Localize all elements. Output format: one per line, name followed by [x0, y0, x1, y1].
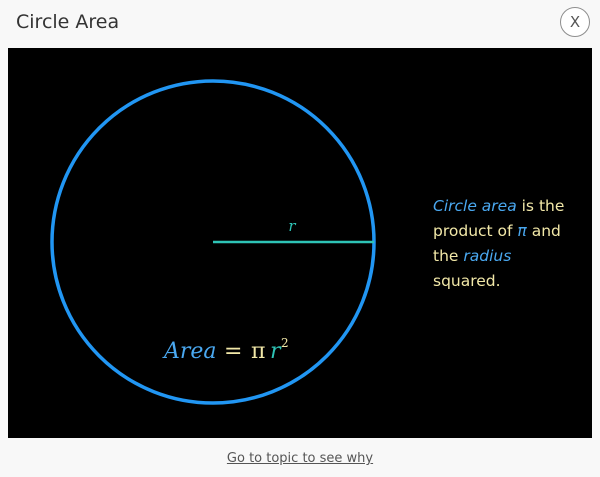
formula-area: Area: [162, 339, 217, 364]
dialog-title: Circle Area: [16, 11, 120, 33]
area-formula: Area = π r 2: [162, 336, 289, 364]
explanation-part2: and the: [433, 222, 561, 265]
diagram-canvas: r Area = π r 2 Circle area is the produc…: [8, 48, 592, 438]
formula-equals: =: [224, 339, 242, 364]
explanation-text: Circle area is the product of π and the …: [433, 194, 583, 294]
close-button[interactable]: X: [560, 7, 590, 37]
formula-pi: π: [251, 339, 265, 364]
explanation-radius: radius: [463, 247, 512, 265]
formula-exponent: 2: [281, 336, 289, 350]
go-to-topic-link[interactable]: Go to topic to see why: [226, 451, 374, 466]
explanation-part3: squared.: [433, 272, 501, 290]
explanation-circle-area: Circle area: [433, 197, 517, 215]
radius-label: r: [288, 217, 296, 235]
formula-r: r: [270, 339, 282, 364]
circle-diagram: r Area = π r 2: [50, 79, 376, 405]
explanation-part1: is the product of: [433, 197, 565, 240]
explanation-pi: π: [517, 222, 527, 240]
